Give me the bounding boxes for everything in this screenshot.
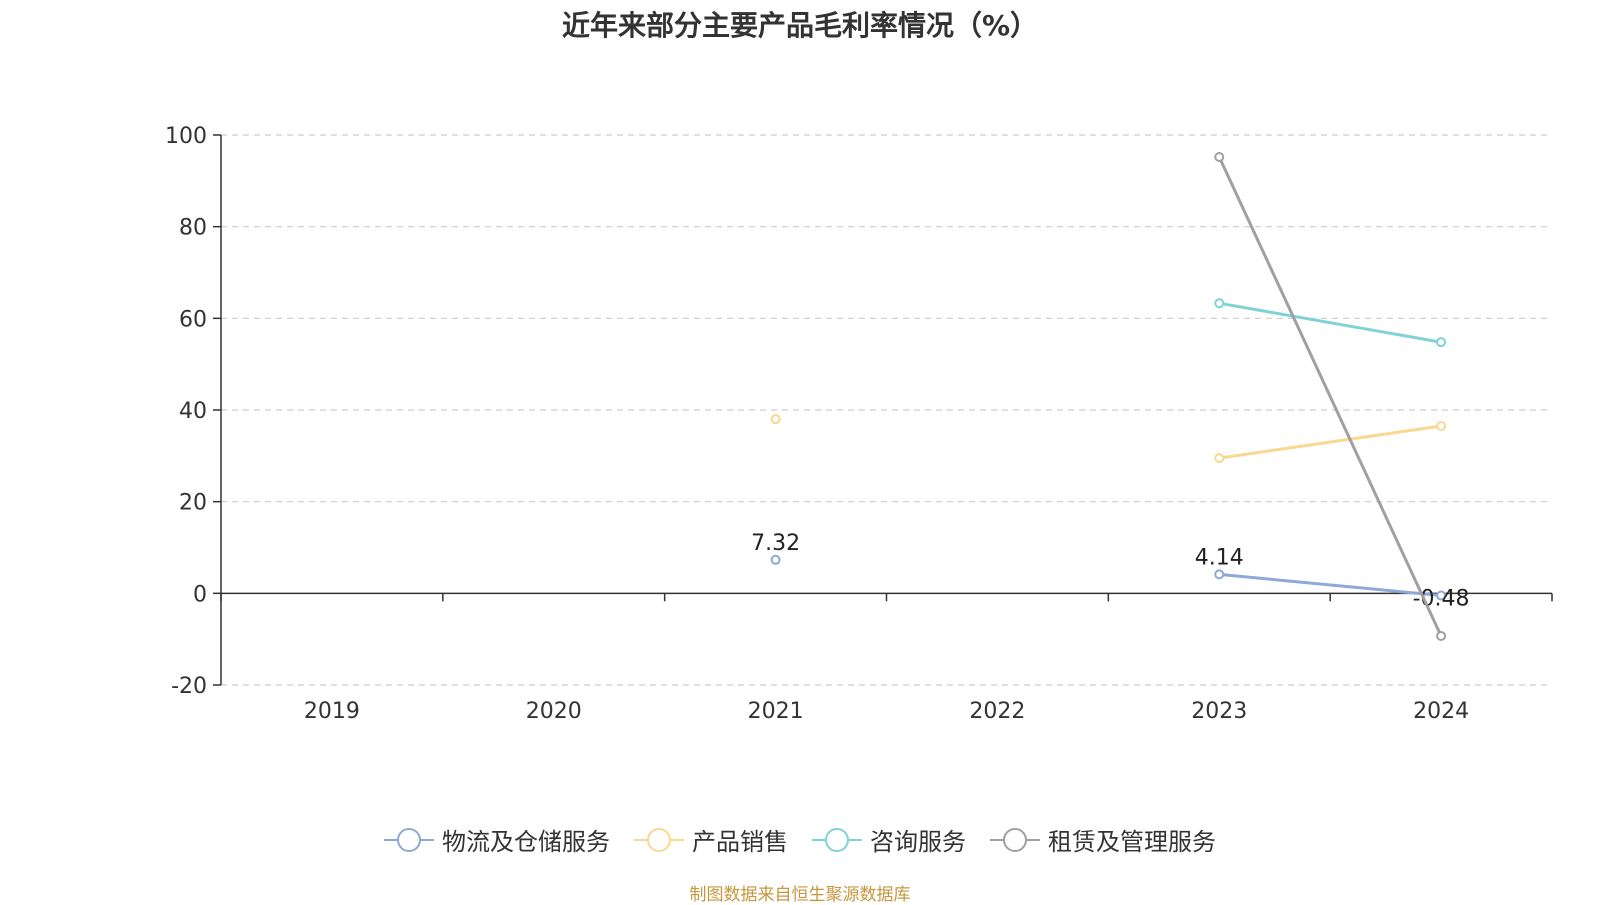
x-tick-label: 2019 [304, 699, 360, 724]
series-line [1219, 424, 1442, 460]
source-note: 制图数据来自恒生聚源数据库 [689, 885, 911, 905]
data-point [1436, 630, 1447, 641]
data-point [1436, 421, 1447, 432]
legend-item[interactable]: 租赁及管理服务 [990, 822, 1216, 857]
legend-item[interactable]: 物流及仓储服务 [384, 822, 610, 857]
legend-label: 物流及仓储服务 [442, 828, 610, 856]
legend-marker-icon [990, 827, 1040, 853]
legend-marker-icon [634, 827, 684, 853]
series-line [1218, 301, 1442, 344]
x-tick-label: 2020 [526, 699, 582, 724]
data-point [1214, 453, 1225, 464]
data-label: 4.14 [1195, 545, 1244, 570]
data-label: -0.48 [1413, 587, 1470, 612]
legend-label: 产品销售 [692, 828, 788, 856]
x-tick-label: 2021 [748, 699, 804, 724]
y-tick-label: 60 [179, 307, 207, 332]
y-tick-label: 80 [179, 216, 207, 241]
series-line [1217, 156, 1443, 637]
data-point [1436, 337, 1447, 348]
y-tick-label: 0 [193, 582, 207, 607]
series-line [1219, 572, 1442, 598]
y-tick-label: 100 [165, 124, 207, 149]
y-tick-label: -20 [171, 674, 207, 699]
data-point [1214, 152, 1225, 162]
legend-label: 租赁及管理服务 [1048, 828, 1216, 856]
y-tick-label: 40 [179, 399, 207, 424]
data-point [1214, 298, 1225, 309]
legend-marker-icon [812, 827, 862, 853]
legend-label: 咨询服务 [870, 828, 966, 856]
legend-item[interactable]: 咨询服务 [812, 822, 966, 857]
data-point [1436, 590, 1447, 601]
data-point [770, 554, 781, 565]
y-tick-label: 20 [179, 491, 207, 516]
x-tick-label: 2023 [1191, 699, 1247, 724]
x-tick-label: 2022 [969, 699, 1025, 724]
data-point [1214, 569, 1225, 580]
legend-item[interactable]: 产品销售 [634, 822, 788, 857]
data-point [770, 414, 781, 425]
legend-marker-icon [384, 827, 434, 853]
x-tick-label: 2024 [1413, 699, 1469, 724]
legend: 物流及仓储服务 产品销售 咨询服务 租赁及管理服务 [0, 822, 1600, 857]
data-label: 7.32 [751, 531, 800, 556]
chart-title: 近年来部分主要产品毛利率情况（%） [561, 9, 1039, 42]
